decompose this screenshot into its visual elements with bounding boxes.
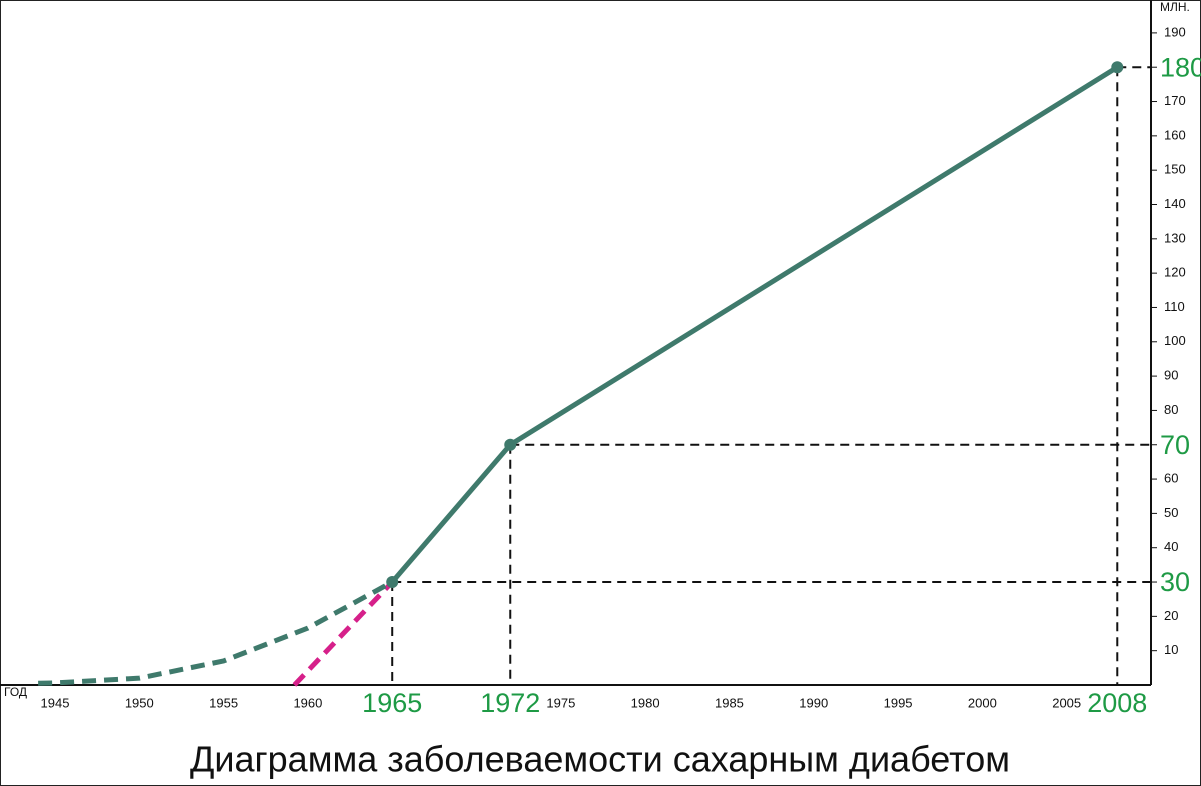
x-tick-label: 2000	[968, 695, 997, 710]
x-tick-label: 2005	[1052, 695, 1081, 710]
y-tick-label: 10	[1164, 642, 1178, 657]
y-tick-label: 100	[1164, 333, 1186, 348]
point	[504, 438, 517, 451]
y-tick-label: 160	[1164, 127, 1186, 142]
x-tick-label: 1955	[209, 695, 238, 710]
y-axis-label: МЛН.	[1160, 0, 1190, 14]
x-tick-label: 1975	[546, 695, 575, 710]
y-tick-label: 50	[1164, 505, 1178, 520]
y-tick-label: 150	[1164, 162, 1186, 177]
x-highlight-label: 1965	[362, 688, 422, 718]
x-highlight-label: 2008	[1087, 688, 1147, 718]
x-tick-label: 1990	[799, 695, 828, 710]
y-tick-label: 140	[1164, 196, 1186, 211]
series-line	[292, 580, 395, 687]
point	[386, 576, 399, 589]
y-tick-label: 90	[1164, 368, 1178, 383]
y-tick-label: 120	[1164, 265, 1186, 280]
x-tick-label: 1980	[631, 695, 660, 710]
x-tick-label: 1995	[884, 695, 913, 710]
chart-title: Диаграмма заболеваемости сахарным диабет…	[190, 739, 1010, 780]
y-tick-label: 20	[1164, 608, 1178, 623]
y-tick-label: 130	[1164, 230, 1186, 245]
x-tick-label: 1950	[125, 695, 154, 710]
y-tick-label: 190	[1164, 24, 1186, 39]
x-axis-label: ГОД	[4, 685, 27, 699]
y-highlight-label: 70	[1160, 430, 1190, 460]
y-tick-label: 60	[1164, 471, 1178, 486]
y-highlight-label: 180	[1160, 52, 1201, 82]
y-tick-label: 40	[1164, 539, 1178, 554]
x-highlight-label: 1972	[480, 688, 540, 718]
x-tick-label: 1960	[293, 695, 322, 710]
x-tick-label: 1945	[41, 695, 70, 710]
y-tick-label: 110	[1164, 299, 1185, 314]
y-highlight-label: 30	[1160, 567, 1190, 597]
x-tick-label: 1985	[715, 695, 744, 710]
point	[1111, 61, 1124, 74]
y-tick-label: 80	[1164, 402, 1178, 417]
series-line	[38, 579, 394, 686]
y-tick-label: 170	[1164, 93, 1186, 108]
